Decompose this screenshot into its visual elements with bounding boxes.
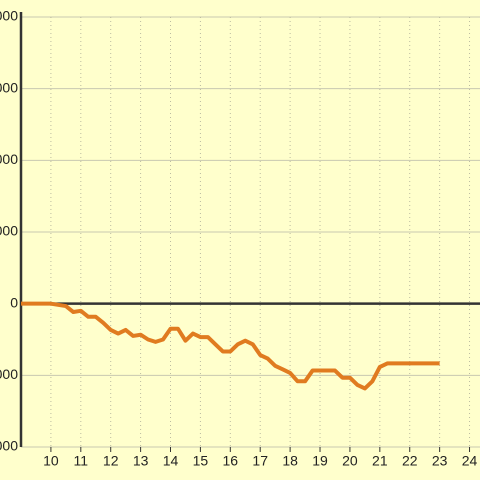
x-tick-label: 11: [74, 453, 89, 469]
x-tick-label: 23: [432, 453, 448, 469]
y-tick-label: -6,000: [0, 438, 18, 454]
x-tick-label: 19: [312, 453, 328, 469]
line-series: [21, 301, 440, 391]
x-tick-label: 21: [372, 453, 388, 469]
x-tick-label: 17: [252, 453, 268, 469]
x-tick-label: 22: [402, 453, 418, 469]
x-tick-label: 16: [223, 453, 239, 469]
y-tick-label: 0: [10, 294, 18, 310]
x-tick-label: 14: [163, 453, 179, 469]
x-tick-label: 10: [43, 453, 59, 469]
x-tick-label: 18: [282, 453, 298, 469]
x-tick-label: 24: [462, 453, 478, 469]
y-tick-label: 6,000: [0, 151, 18, 167]
y-tick-label: 12,000: [0, 8, 18, 24]
y-tick-label: 3,000: [0, 223, 18, 239]
x-tick-label: 20: [342, 453, 358, 469]
y-tick-label: 9,000: [0, 79, 18, 95]
x-tick-label: 13: [133, 453, 149, 469]
x-tick-label: 15: [193, 453, 209, 469]
x-tick-label: 12: [103, 453, 119, 469]
y-tick-label: -3,000: [0, 366, 18, 382]
